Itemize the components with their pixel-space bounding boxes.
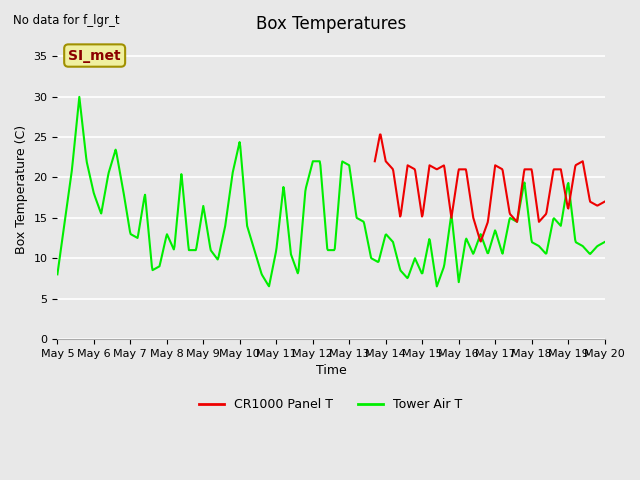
Title: Box Temperatures: Box Temperatures [256, 15, 406, 33]
Text: No data for f_lgr_t: No data for f_lgr_t [13, 14, 120, 27]
Y-axis label: Box Temperature (C): Box Temperature (C) [15, 125, 28, 254]
Text: SI_met: SI_met [68, 48, 121, 62]
X-axis label: Time: Time [316, 364, 346, 377]
Legend: CR1000 Panel T, Tower Air T: CR1000 Panel T, Tower Air T [195, 394, 468, 416]
